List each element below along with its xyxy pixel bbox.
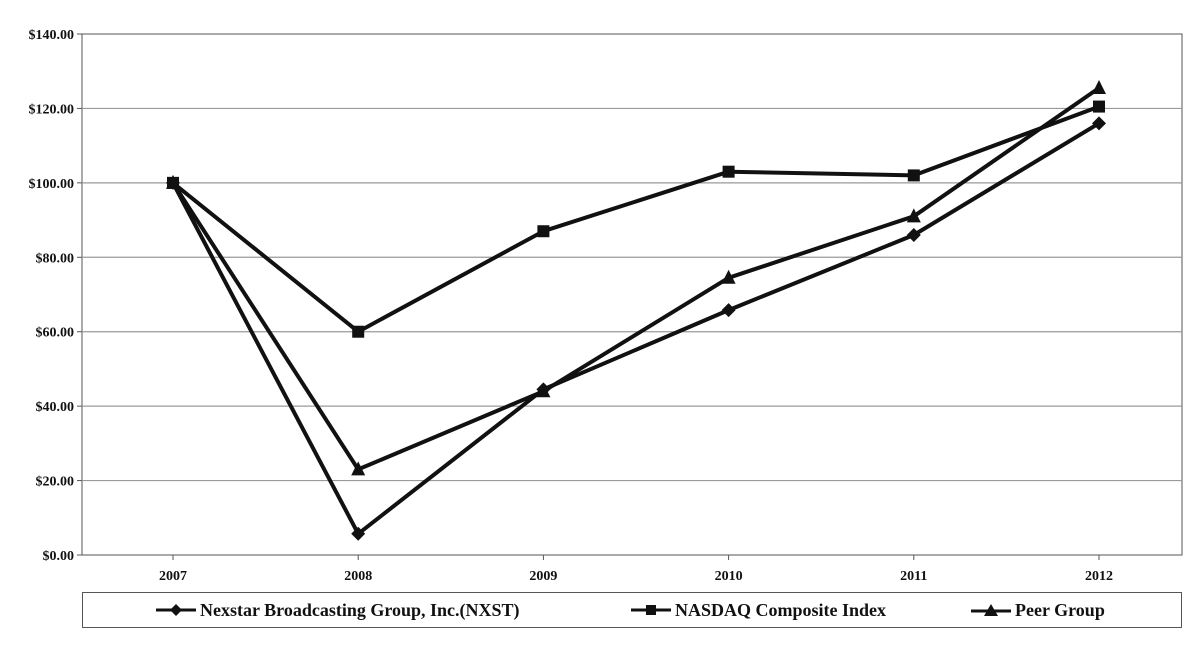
data-point-diamond <box>351 526 366 541</box>
y-tick-label: $100.00 <box>29 177 75 192</box>
legend: Nexstar Broadcasting Group, Inc.(NXST) N… <box>82 592 1182 628</box>
x-tick-label: 2011 <box>900 569 927 584</box>
legend-item-peer: Peer Group <box>971 593 1105 627</box>
data-point-diamond <box>906 227 921 242</box>
series-lines <box>166 79 1106 541</box>
legend-item-nasdaq: NASDAQ Composite Index <box>631 593 886 627</box>
data-point-square <box>1093 100 1105 113</box>
y-tick-label: $140.00 <box>29 28 75 43</box>
x-tick-label: 2007 <box>159 569 187 584</box>
data-point-triangle <box>536 383 551 398</box>
legend-item-nxst: Nexstar Broadcasting Group, Inc.(NXST) <box>156 593 520 627</box>
data-point-triangle <box>721 269 736 284</box>
x-axis-tick-labels: 2007 2008 2009 2010 2011 2012 <box>159 569 1113 584</box>
x-tick-label: 2009 <box>529 569 557 584</box>
data-point-triangle <box>166 174 180 189</box>
legend-label-nasdaq: NASDAQ Composite Index <box>675 599 887 620</box>
triangle-marker-icon <box>971 604 1011 616</box>
diamond-marker-icon <box>156 604 196 616</box>
y-axis-tick-labels: $0.00 $20.00 $40.00 $60.00 $80.00 $100.00 $120… <box>29 28 75 564</box>
y-tick-label: $60.00 <box>36 326 75 341</box>
data-point-diamond <box>1092 116 1106 131</box>
data-point-square <box>907 169 920 182</box>
data-point-diamond <box>721 303 736 318</box>
y-tick-label: $40.00 <box>36 400 75 415</box>
series-line-0 <box>171 121 1101 536</box>
series-line-1 <box>171 104 1100 334</box>
x-tick-label: 2008 <box>344 569 372 584</box>
legend-label-peer: Peer Group <box>1015 599 1105 620</box>
y-tick-label: $20.00 <box>36 475 75 490</box>
data-point-square <box>537 225 550 238</box>
y-tick-label: $0.00 <box>43 549 75 564</box>
x-tick-label: 2012 <box>1085 569 1113 584</box>
gridlines <box>77 33 1182 560</box>
x-tick-label: 2010 <box>715 569 743 584</box>
series-line-2 <box>171 86 1101 472</box>
y-tick-label: $120.00 <box>29 102 75 117</box>
data-point-square <box>722 165 735 178</box>
y-tick-label: $80.00 <box>36 251 75 266</box>
plot-area <box>81 33 1183 556</box>
legend-label-nxst: Nexstar Broadcasting Group, Inc.(NXST) <box>200 599 520 620</box>
data-point-triangle <box>351 461 366 476</box>
data-point-triangle <box>1092 79 1106 94</box>
data-point-triangle <box>906 208 921 223</box>
data-point-square <box>352 325 365 338</box>
square-marker-icon <box>631 605 671 615</box>
